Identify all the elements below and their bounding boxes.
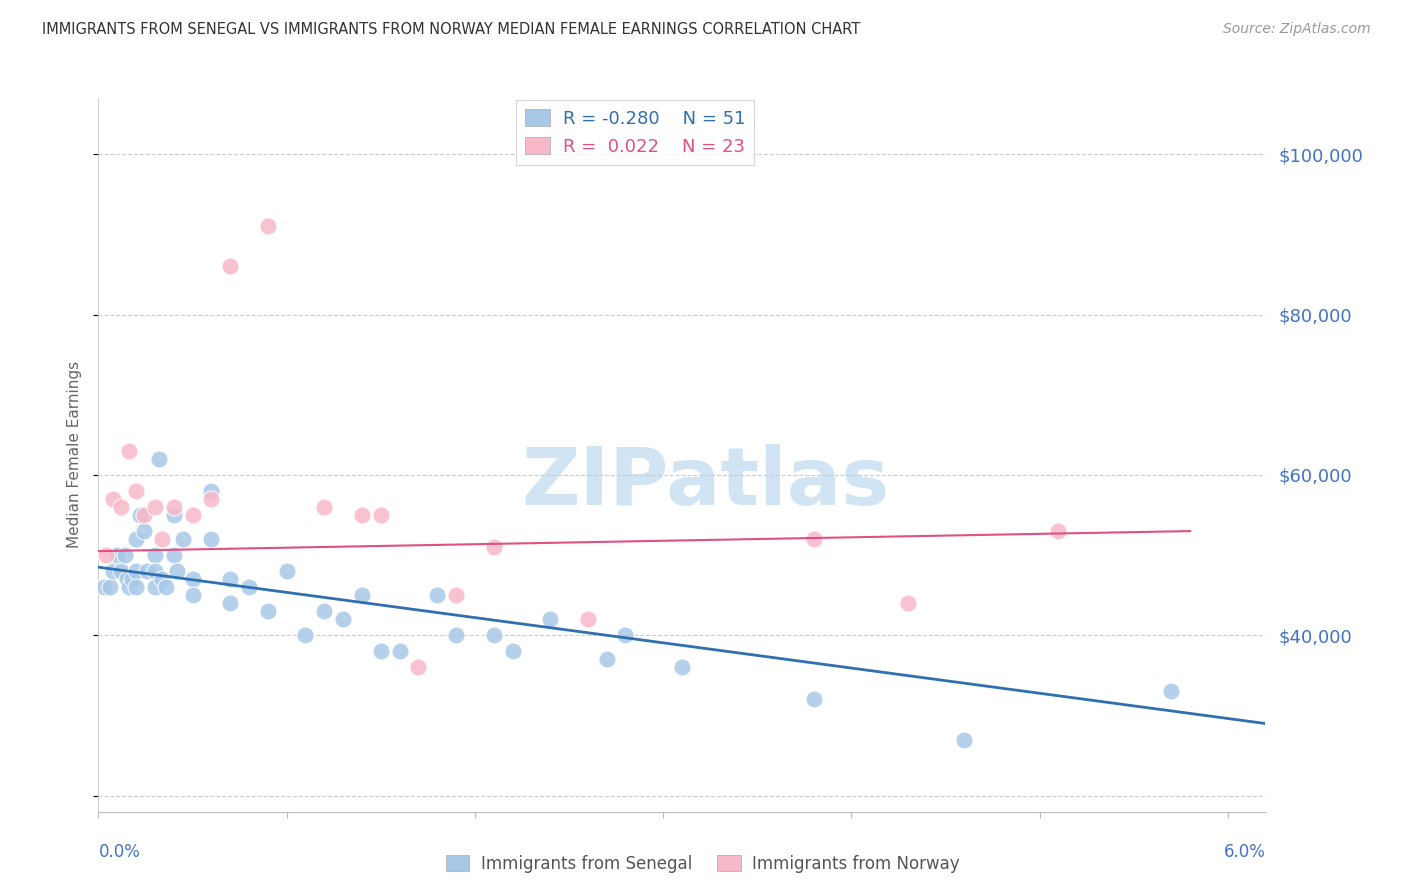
Point: [314, 604, 336, 618]
Point: [219, 572, 242, 586]
Y-axis label: Median Female Earnings: Median Female Earnings: [67, 361, 83, 549]
Point: [121, 572, 143, 586]
Point: [408, 660, 430, 674]
Point: [163, 548, 186, 562]
Point: [256, 219, 278, 234]
Point: [110, 500, 132, 514]
Point: [953, 732, 976, 747]
Point: [444, 628, 467, 642]
Point: [444, 588, 467, 602]
Point: [294, 628, 316, 642]
Point: [152, 572, 174, 586]
Point: [332, 612, 354, 626]
Point: [125, 564, 148, 578]
Point: [114, 548, 136, 562]
Point: [172, 532, 194, 546]
Point: [388, 644, 411, 658]
Point: [117, 444, 139, 458]
Legend: R = -0.280    N = 51, R =  0.022    N = 23: R = -0.280 N = 51, R = 0.022 N = 23: [516, 100, 755, 165]
Point: [143, 580, 166, 594]
Point: [94, 548, 117, 562]
Point: [115, 572, 138, 586]
Point: [166, 564, 188, 578]
Point: [152, 532, 174, 546]
Point: [256, 604, 278, 618]
Point: [105, 548, 128, 562]
Point: [163, 508, 186, 522]
Point: [148, 451, 170, 466]
Text: 0.0%: 0.0%: [98, 843, 141, 861]
Point: [502, 644, 524, 658]
Point: [370, 508, 392, 522]
Point: [803, 532, 825, 546]
Point: [1047, 524, 1070, 538]
Point: [538, 612, 561, 626]
Point: [426, 588, 449, 602]
Point: [576, 612, 599, 626]
Point: [803, 692, 825, 706]
Point: [614, 628, 637, 642]
Legend: Immigrants from Senegal, Immigrants from Norway: Immigrants from Senegal, Immigrants from…: [440, 848, 966, 880]
Point: [155, 580, 177, 594]
Point: [238, 580, 260, 594]
Point: [125, 483, 148, 498]
Point: [482, 628, 505, 642]
Point: [200, 491, 222, 506]
Point: [595, 652, 617, 666]
Point: [143, 564, 166, 578]
Point: [350, 508, 373, 522]
Text: Source: ZipAtlas.com: Source: ZipAtlas.com: [1223, 22, 1371, 37]
Point: [181, 588, 204, 602]
Point: [136, 564, 159, 578]
Point: [143, 500, 166, 514]
Point: [276, 564, 298, 578]
Point: [125, 580, 148, 594]
Point: [110, 564, 132, 578]
Point: [132, 508, 155, 522]
Point: [897, 596, 920, 610]
Point: [314, 500, 336, 514]
Point: [125, 532, 148, 546]
Point: [143, 548, 166, 562]
Point: [219, 260, 242, 274]
Point: [200, 532, 222, 546]
Point: [181, 508, 204, 522]
Point: [200, 483, 222, 498]
Point: [350, 588, 373, 602]
Text: ZIPatlas: ZIPatlas: [522, 444, 890, 523]
Point: [103, 564, 125, 578]
Text: 6.0%: 6.0%: [1223, 843, 1265, 861]
Point: [103, 491, 125, 506]
Point: [181, 572, 204, 586]
Text: IMMIGRANTS FROM SENEGAL VS IMMIGRANTS FROM NORWAY MEDIAN FEMALE EARNINGS CORRELA: IMMIGRANTS FROM SENEGAL VS IMMIGRANTS FR…: [42, 22, 860, 37]
Point: [93, 580, 115, 594]
Point: [1160, 684, 1182, 698]
Point: [482, 540, 505, 554]
Point: [117, 580, 139, 594]
Point: [163, 500, 186, 514]
Point: [219, 596, 242, 610]
Point: [132, 524, 155, 538]
Point: [370, 644, 392, 658]
Point: [671, 660, 693, 674]
Point: [128, 508, 150, 522]
Point: [98, 580, 121, 594]
